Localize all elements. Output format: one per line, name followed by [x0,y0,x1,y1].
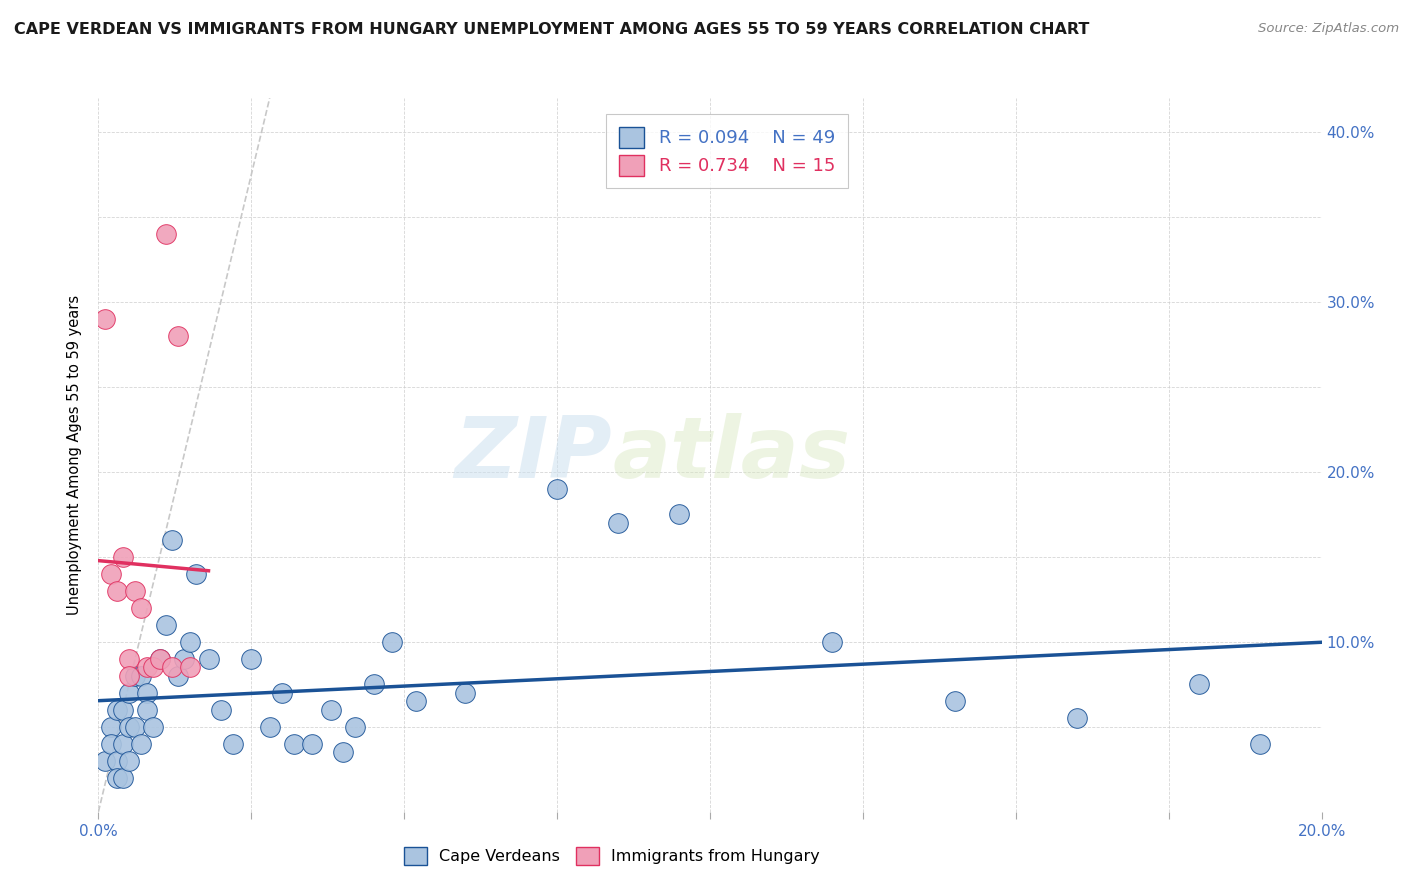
Point [111,771,134,785]
Point [259,720,281,734]
Point [118,720,141,734]
Point [270,686,292,700]
Point [301,737,323,751]
Point [142,660,165,674]
Point [319,703,342,717]
Point [363,677,385,691]
Text: atlas: atlas [612,413,851,497]
Point [118,754,141,768]
Text: CAPE VERDEAN VS IMMIGRANTS FROM HUNGARY UNEMPLOYMENT AMONG AGES 55 TO 59 YEARS C: CAPE VERDEAN VS IMMIGRANTS FROM HUNGARY … [14,22,1090,37]
Point [344,720,367,734]
Point [136,660,159,674]
Point [186,566,208,581]
Point [283,737,305,751]
Point [129,669,152,683]
Point [129,600,152,615]
Point [155,617,177,632]
Point [179,660,201,674]
Point [381,635,404,649]
Point [111,549,134,564]
Point [149,652,172,666]
Point [668,508,690,522]
Point [197,652,219,666]
Point [136,703,159,717]
Point [124,720,146,734]
Point [129,737,152,751]
Point [222,737,245,751]
Point [454,686,477,700]
Point [167,669,190,683]
Point [105,583,128,598]
Point [821,635,844,649]
Point [105,754,128,768]
Point [118,652,141,666]
Point [111,703,134,717]
Point [105,703,128,717]
Point [1188,677,1211,691]
Point [405,694,427,708]
Point [111,737,134,751]
Point [93,312,115,326]
Point [100,737,122,751]
Text: Source: ZipAtlas.com: Source: ZipAtlas.com [1258,22,1399,36]
Point [943,694,966,708]
Point [93,754,115,768]
Point [124,669,146,683]
Point [209,703,232,717]
Point [332,745,354,759]
Point [160,533,183,547]
Legend: Cape Verdeans, Immigrants from Hungary: Cape Verdeans, Immigrants from Hungary [398,840,827,871]
Point [124,583,146,598]
Point [136,686,159,700]
Point [240,652,263,666]
Point [607,516,630,530]
Point [118,686,141,700]
Y-axis label: Unemployment Among Ages 55 to 59 years: Unemployment Among Ages 55 to 59 years [67,295,83,615]
Point [105,771,128,785]
Point [160,660,183,674]
Point [155,227,177,241]
Point [1066,711,1088,725]
Point [149,652,172,666]
Text: ZIP: ZIP [454,413,612,497]
Point [179,635,201,649]
Point [100,566,122,581]
Point [173,652,195,666]
Point [100,720,122,734]
Point [1249,737,1271,751]
Point [142,720,165,734]
Point [546,482,568,496]
Point [167,329,190,343]
Point [118,669,141,683]
